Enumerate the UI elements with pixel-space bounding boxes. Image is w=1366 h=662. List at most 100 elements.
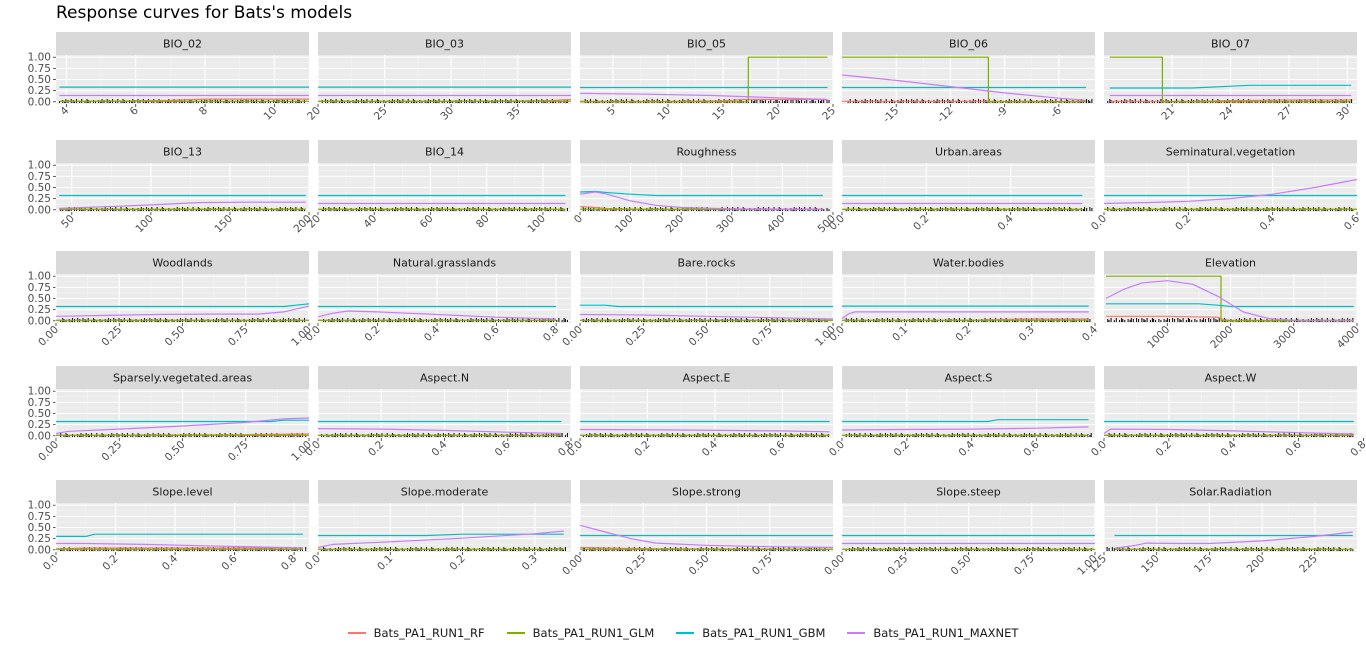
- facet-strip-label: Roughness: [676, 146, 736, 159]
- x-tick-label: 0.1: [375, 553, 395, 573]
- facet-bio-03: BIO_03 20 25 30 35: [305, 32, 572, 123]
- x-tick-label: 0.6: [493, 438, 514, 459]
- x-tick-label: 150: [1139, 553, 1162, 576]
- series-line-maxnet: [59, 201, 306, 209]
- legend: Bats_PA1_RUN1_RF Bats_PA1_RUN1_GLM Bats_…: [0, 626, 1366, 640]
- x-tick-label: 0.4: [957, 438, 978, 459]
- facet-strip-label: Slope.moderate: [401, 486, 489, 499]
- series-line-glm: [580, 56, 828, 103]
- facet-strip: [580, 140, 833, 163]
- x-tick-label: 0.0: [827, 439, 847, 459]
- x-tick-label: 0.6: [1021, 438, 1042, 459]
- facet-bio-05: BIO_05 5 10 15 20 25: [579, 32, 838, 123]
- x-tick-label: 4: [58, 104, 71, 117]
- facet-strip: [580, 251, 833, 274]
- facet-strip: [580, 32, 833, 55]
- x-tick-label: 40: [361, 213, 379, 231]
- facet-strip-label: Aspect.E: [683, 372, 731, 385]
- facet-strip-label: Slope.level: [152, 486, 212, 499]
- facet-aspect-e: Aspect.E0.0 0.2 0.4 0.6: [565, 366, 833, 459]
- legend-item-rf: Bats_PA1_RUN1_RF: [347, 626, 485, 640]
- series-line-maxnet: [317, 530, 564, 549]
- x-tick-label: 0.3: [520, 553, 540, 573]
- x-tick-label: 20: [305, 105, 323, 123]
- y-tick-label: 0.75: [28, 511, 51, 523]
- facet-strip: [56, 366, 309, 389]
- x-tick-label: 0.6: [219, 552, 240, 573]
- x-tick-label: 0.4: [422, 323, 443, 344]
- x-tick-label: 150: [212, 213, 235, 236]
- x-tick-label: 2000: [1208, 324, 1235, 351]
- facet-strip-label: Slope.strong: [672, 486, 741, 499]
- facet-strip: [842, 366, 1095, 389]
- facet-aspect-w: Aspect.W 0.0 0.2 0.4 0.6 0.8: [1089, 366, 1366, 459]
- series-line-gbm: [579, 190, 823, 197]
- y-tick-label: 0.00: [28, 96, 51, 108]
- facet-strip: [1104, 366, 1357, 389]
- series-line-gbm: [580, 304, 833, 308]
- x-tick-label: 0.00: [36, 439, 61, 464]
- x-tick-label: 0.25: [623, 324, 648, 349]
- facet-strip: [842, 140, 1095, 163]
- facet-strip-label: Woodlands: [152, 257, 212, 270]
- y-tick-label: 0.25: [28, 193, 51, 205]
- x-tick-label: 0.00: [36, 324, 61, 349]
- x-tick-label: 175: [1192, 553, 1215, 576]
- series-line-gbm: [842, 419, 1089, 423]
- legend-item-gbm: Bats_PA1_RUN1_GBM: [676, 626, 825, 640]
- x-tick-label: 100: [133, 213, 156, 236]
- x-tick-label: 0.2: [100, 553, 120, 573]
- series-line-glm: [1109, 56, 1352, 103]
- series-line-maxnet: [1103, 178, 1358, 205]
- facet-slope-strong: Slope.strong 0.00 0.25 0.50 0.75: [560, 480, 834, 578]
- x-tick-label: 0.0: [1089, 213, 1109, 233]
- facet-strip: [318, 251, 571, 274]
- facet-strip: [1104, 251, 1357, 274]
- y-tick-label: 0.00: [28, 315, 51, 327]
- x-tick-label: 27: [1276, 105, 1294, 123]
- x-tick-label: 0.0: [1089, 439, 1109, 459]
- facet-aspect-s: Aspect.S 0.0 0.2 0.4 0.6: [827, 366, 1095, 459]
- series-line-gbm: [1109, 84, 1352, 89]
- x-tick-label: 0.2: [911, 213, 931, 233]
- facet-strip: [1104, 32, 1357, 55]
- facet-strip: [318, 140, 571, 163]
- x-tick-label: 0.8: [1348, 439, 1366, 459]
- y-tick-label: 1.00: [28, 52, 51, 64]
- x-tick-label: 400: [765, 213, 788, 236]
- x-tick-label: -6: [1048, 104, 1064, 120]
- facet-strip-label: Aspect.S: [945, 372, 993, 385]
- x-tick-label: 3000: [1271, 324, 1298, 351]
- facet-strip-label: Solar.Radiation: [1189, 486, 1272, 499]
- x-tick-label: 8: [197, 105, 210, 118]
- x-tick-label: -12: [935, 105, 956, 126]
- series-line-maxnet: [1114, 531, 1353, 549]
- x-tick-label: 0.50: [163, 324, 188, 349]
- x-tick-label: 0.2: [366, 439, 386, 459]
- x-tick-label: 25: [820, 105, 838, 123]
- x-tick-label: 10: [655, 105, 673, 123]
- x-tick-label: 25: [372, 105, 390, 123]
- x-tick-label: 4000: [1335, 324, 1362, 351]
- facet-strip-label: Bare.rocks: [678, 257, 736, 270]
- facet-strip-label: Urban.areas: [935, 146, 1002, 159]
- x-tick-label: 300: [714, 213, 737, 236]
- x-tick-label: 0.0: [303, 553, 323, 573]
- facet-strip: [318, 366, 571, 389]
- y-tick-label: 0.75: [28, 397, 51, 409]
- x-tick-label: 35: [505, 105, 523, 123]
- x-tick-label: 1000: [1145, 324, 1172, 351]
- x-tick-label: 0.75: [226, 324, 251, 349]
- x-tick-label: 0.4: [700, 438, 721, 459]
- facet-strip: [56, 32, 309, 55]
- x-tick-label: 0.2: [953, 324, 973, 344]
- facet-seminatural-vegetation: Seminatural.vegetation 0.0 0.2 0.4 0.6: [1089, 140, 1362, 233]
- facet-aspect-n: Aspect.N0.0 0.2 0.4 0.6 0.8: [303, 366, 576, 459]
- x-tick-label: 0.4: [429, 438, 450, 459]
- facet-strip: [842, 251, 1095, 274]
- x-tick-label: 0.75: [1012, 553, 1037, 578]
